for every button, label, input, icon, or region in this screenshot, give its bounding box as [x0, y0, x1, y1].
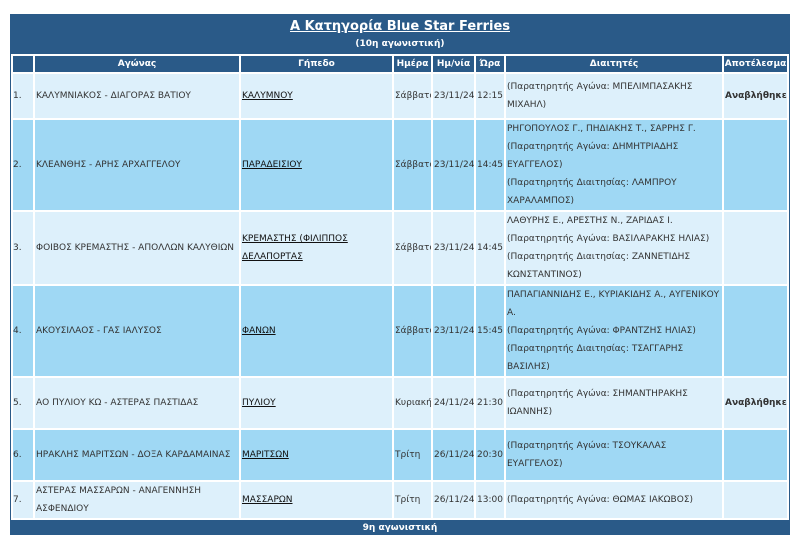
venue-link[interactable]: ΜΑΣΣΑΡΩΝ [242, 495, 293, 505]
referee-line: (Παρατηρητής Αγώνα: ΜΠΕΛΙΜΠΑΣΑΚΗΣ ΜΙΧΑΗΛ… [507, 82, 693, 110]
referee-line: ΠΑΠΑΓΙΑΝΝΙΔΗΣ Ε., ΚΥΡΙΑΚΙΔΗΣ Α., ΑΥΓΕΝΙΚ… [507, 290, 720, 318]
match-name: ΑΚΟΥΣΙΛΑΟΣ - ΓΑΣ ΙΑΛΥΣΟΣ [35, 286, 239, 376]
row-number: 2. [13, 120, 33, 210]
referee-line: (Παρατηρητής Διαιτησίας: ΛΑΜΠΡΟΥ ΧΑΡΑΛΑΜ… [507, 178, 677, 206]
referee-line: (Παρατηρητής Αγώνα: ΔΗΜΗΤΡΙΑΔΗΣ ΕΥΑΓΓΕΛΟ… [507, 142, 679, 170]
referees-cell: ΠΑΠΑΓΙΑΝΝΙΔΗΣ Ε., ΚΥΡΙΑΚΙΔΗΣ Α., ΑΥΓΕΝΙΚ… [506, 286, 722, 376]
venue-link[interactable]: ΚΡΕΜΑΣΤΗΣ (ΦΙΛΙΠΠΟΣ ΔΕΛΑΠΟΡΤΑΣ [242, 234, 348, 262]
match-day: Σάββατο [394, 120, 431, 210]
table-row: 5. ΑΟ ΠΥΛΙΟΥ ΚΩ - ΑΣΤΕΡΑΣ ΠΑΣΤΙΔΑΣ ΠΥΛΙΟΥ Κ… [13, 378, 787, 428]
venue-cell: ΠΥΛΙΟΥ [241, 378, 392, 428]
row-number: 6. [13, 430, 33, 480]
match-date: 26/11/24 [433, 430, 474, 480]
venue-cell: ΦΑΝΩΝ [241, 286, 392, 376]
match-time: 13:00 [476, 482, 504, 518]
match-name: ΚΛΕΑΝΘΗΣ - ΑΡΗΣ ΑΡΧΑΓΓΕΛΟΥ [35, 120, 239, 210]
venue-cell: ΠΑΡΑΔΕΙΣΙΟΥ [241, 120, 392, 210]
referee-line: ΡΗΓΟΠΟΥΛΟΣ Γ., ΠΗΔΙΑΚΗΣ Τ., ΣΑΡΡΗΣ Γ. [507, 124, 696, 134]
table-row: 1. ΚΑΛΥΜΝΙΑΚΟΣ - ΔΙΑΓΟΡΑΣ ΒΑΤΙΟΥ ΚΑΛΥΜΝΟΥ Σ… [13, 74, 787, 118]
header: Α Κατηγορία Blue Star Ferries (10η αγωνι… [11, 15, 789, 54]
match-day: Κυριακή [394, 378, 431, 428]
col-header-result: Αποτέλεσμα [724, 56, 787, 72]
col-header-date: Ημ/νία [433, 56, 474, 72]
match-time: 12:15 [476, 74, 504, 118]
match-result [724, 286, 787, 376]
row-number: 3. [13, 212, 33, 284]
row-number: 4. [13, 286, 33, 376]
referees-cell: ΛΑΘΥΡΗΣ Ε., ΑΡΕΣΤΗΣ Ν., ΖΑΡΙΔΑΣ Ι. (Παρατ… [506, 212, 722, 284]
referees-cell: (Παρατηρητής Αγώνα: ΘΩΜΑΣ ΙΑΚΩΒΟΣ) [506, 482, 722, 518]
match-name: ΑΣΤΕΡΑΣ ΜΑΣΣΑΡΩΝ - ΑΝΑΓΕΝΝΗΣΗ ΑΣΦΕΝΔΙΟΥ [35, 482, 239, 518]
match-time: 14:45 [476, 212, 504, 284]
match-day: Σάββατο [394, 74, 431, 118]
referees-cell: (Παρατηρητής Αγώνα: ΣΗΜΑΝΤΗΡΑΚΗΣ ΙΩΑΝΝΗΣ… [506, 378, 722, 428]
match-time: 21:30 [476, 378, 504, 428]
match-result: Αναβλήθηκε [724, 74, 787, 118]
match-time: 15:45 [476, 286, 504, 376]
referees-cell: (Παρατηρητής Αγώνα: ΜΠΕΛΙΜΠΑΣΑΚΗΣ ΜΙΧΑΗΛ… [506, 74, 722, 118]
match-day: Τρίτη [394, 482, 431, 518]
venue-link[interactable]: ΜΑΡΙΤΣΩΝ [242, 450, 289, 460]
match-day: Σάββατο [394, 212, 431, 284]
referee-line: (Παρατηρητής Αγώνα: ΘΩΜΑΣ ΙΑΚΩΒΟΣ) [507, 495, 694, 505]
col-header-referees: Διαιτητές [506, 56, 722, 72]
table-header-row: Αγώνας Γήπεδο Ημέρα Ημ/νία Ώρα Διαιτητές… [13, 56, 787, 72]
match-result [724, 120, 787, 210]
match-name: ΦΟΙΒΟΣ ΚΡΕΜΑΣΤΗΣ - ΑΠΟΛΛΩΝ ΚΑΛΥΘΙΩΝ [35, 212, 239, 284]
referee-line: (Παρατηρητής Αγώνα: ΒΑΣΙΛΑΡΑΚΗΣ ΗΛΙΑΣ) [507, 234, 710, 244]
venue-link[interactable]: ΠΑΡΑΔΕΙΣΙΟΥ [242, 160, 302, 170]
match-result [724, 482, 787, 518]
match-day: Σάββατο [394, 286, 431, 376]
fixtures-table: Αγώνας Γήπεδο Ημέρα Ημ/νία Ώρα Διαιτητές… [11, 54, 789, 520]
row-number: 1. [13, 74, 33, 118]
venue-cell: ΚΡΕΜΑΣΤΗΣ (ΦΙΛΙΠΠΟΣ ΔΕΛΑΠΟΡΤΑΣ [241, 212, 392, 284]
next-round-header: 9η αγωνιστική [11, 520, 789, 534]
referee-line: (Παρατηρητής Αγώνα: ΣΗΜΑΝΤΗΡΑΚΗΣ ΙΩΑΝΝΗΣ… [507, 389, 688, 417]
referee-line: ΛΑΘΥΡΗΣ Ε., ΑΡΕΣΤΗΣ Ν., ΖΑΡΙΔΑΣ Ι. [507, 216, 673, 226]
col-header-num [13, 56, 33, 72]
fixtures-panel: Α Κατηγορία Blue Star Ferries (10η αγωνι… [10, 14, 790, 535]
page-title[interactable]: Α Κατηγορία Blue Star Ferries [289, 19, 510, 34]
row-number: 7. [13, 482, 33, 518]
venue-link[interactable]: ΠΥΛΙΟΥ [242, 398, 276, 408]
match-date: 23/11/24 [433, 74, 474, 118]
table-row: 2. ΚΛΕΑΝΘΗΣ - ΑΡΗΣ ΑΡΧΑΓΓΕΛΟΥ ΠΑΡΑΔΕΙΣΙΟΥ Σ… [13, 120, 787, 210]
venue-link[interactable]: ΚΑΛΥΜΝΟΥ [242, 91, 293, 101]
table-row: 3. ΦΟΙΒΟΣ ΚΡΕΜΑΣΤΗΣ - ΑΠΟΛΛΩΝ ΚΑΛΥΘΙΩΝ ΚΡΕ… [13, 212, 787, 284]
table-row: 4. ΑΚΟΥΣΙΛΑΟΣ - ΓΑΣ ΙΑΛΥΣΟΣ ΦΑΝΩΝ Σάββατο 23… [13, 286, 787, 376]
referee-line: (Παρατηρητής Αγώνα: ΦΡΑΝΤΖΗΣ ΗΛΙΑΣ) [507, 326, 696, 336]
venue-cell: ΜΑΣΣΑΡΩΝ [241, 482, 392, 518]
match-name: ΗΡΑΚΛΗΣ ΜΑΡΙΤΣΩΝ - ΔΟΞΑ ΚΑΡΔΑΜΑΙΝΑΣ [35, 430, 239, 480]
referee-line: (Παρατηρητής Διαιτησίας: ΤΣΑΓΓΑΡΗΣ ΒΑΣΙΛ… [507, 344, 684, 372]
fixtures-body: 1. ΚΑΛΥΜΝΙΑΚΟΣ - ΔΙΑΓΟΡΑΣ ΒΑΤΙΟΥ ΚΑΛΥΜΝΟΥ Σ… [13, 74, 787, 518]
col-header-match: Αγώνας [35, 56, 239, 72]
match-date: 26/11/24 [433, 482, 474, 518]
match-day: Τρίτη [394, 430, 431, 480]
match-date: 23/11/24 [433, 120, 474, 210]
match-result [724, 212, 787, 284]
col-header-venue: Γήπεδο [241, 56, 392, 72]
col-header-day: Ημέρα [394, 56, 431, 72]
match-result: Αναβλήθηκε [724, 378, 787, 428]
match-name: ΚΑΛΥΜΝΙΑΚΟΣ - ΔΙΑΓΟΡΑΣ ΒΑΤΙΟΥ [35, 74, 239, 118]
referee-line: (Παρατηρητής Διαιτησίας: ΖΑΝΝΕΤΙΔΗΣ ΚΩΝΣ… [507, 252, 691, 280]
venue-link[interactable]: ΦΑΝΩΝ [242, 326, 276, 336]
match-time: 20:30 [476, 430, 504, 480]
venue-cell: ΚΑΛΥΜΝΟΥ [241, 74, 392, 118]
table-row: 7. ΑΣΤΕΡΑΣ ΜΑΣΣΑΡΩΝ - ΑΝΑΓΕΝΝΗΣΗ ΑΣΦΕΝΔΙΟ… [13, 482, 787, 518]
match-time: 14:45 [476, 120, 504, 210]
col-header-time: Ώρα [476, 56, 504, 72]
match-date: 23/11/24 [433, 286, 474, 376]
table-row: 6. ΗΡΑΚΛΗΣ ΜΑΡΙΤΣΩΝ - ΔΟΞΑ ΚΑΡΔΑΜΑΙΝΑΣ ΜΑΡ… [13, 430, 787, 480]
match-result [724, 430, 787, 480]
referee-line: (Παρατηρητής Αγώνα: ΤΣΟΥΚΑΛΑΣ ΕΥΑΓΓΕΛΟΣ) [507, 441, 667, 469]
venue-cell: ΜΑΡΙΤΣΩΝ [241, 430, 392, 480]
row-number: 5. [13, 378, 33, 428]
match-name: ΑΟ ΠΥΛΙΟΥ ΚΩ - ΑΣΤΕΡΑΣ ΠΑΣΤΙΔΑΣ [35, 378, 239, 428]
match-date: 24/11/24 [433, 378, 474, 428]
referees-cell: ΡΗΓΟΠΟΥΛΟΣ Γ., ΠΗΔΙΑΚΗΣ Τ., ΣΑΡΡΗΣ Γ. (Πα… [506, 120, 722, 210]
round-subtitle: (10η αγωνιστική) [355, 39, 445, 49]
referees-cell: (Παρατηρητής Αγώνα: ΤΣΟΥΚΑΛΑΣ ΕΥΑΓΓΕΛΟΣ) [506, 430, 722, 480]
match-date: 23/11/24 [433, 212, 474, 284]
